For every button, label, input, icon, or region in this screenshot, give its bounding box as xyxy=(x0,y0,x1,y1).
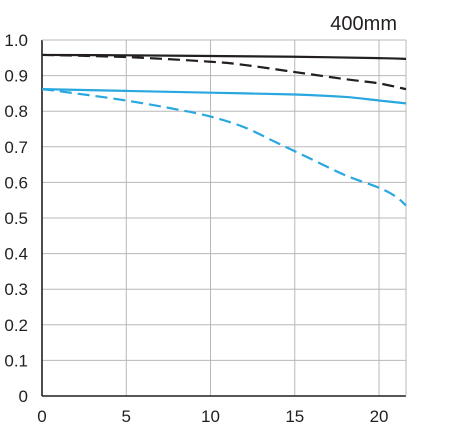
series-group xyxy=(41,53,407,207)
x-tick-label-2: 10 xyxy=(201,407,220,426)
y-tick-label-4: 0.4 xyxy=(4,245,28,264)
series-line-3 xyxy=(41,88,407,207)
y-tick-label-9: 0.9 xyxy=(4,67,28,86)
x-tick-label-4: 20 xyxy=(370,407,389,426)
x-tick-label-1: 5 xyxy=(122,407,131,426)
y-tick-label-8: 0.8 xyxy=(4,102,28,121)
tick-labels: 0 0.1 0.2 0.3 0.4 0.5 0.6 0.7 0.8 0.9 1.0 0 5 10 15 20 xyxy=(4,31,388,426)
y-tick-label-2: 0.2 xyxy=(4,316,28,335)
y-tick-label-3: 0.3 xyxy=(4,280,28,299)
y-tick-label-10: 1.0 xyxy=(4,31,28,50)
x-tick-label-3: 15 xyxy=(285,407,304,426)
series-line-0 xyxy=(41,53,407,60)
y-tick-label-7: 0.7 xyxy=(4,138,28,157)
chart-title: 400mm xyxy=(330,13,397,35)
y-tick-label-6: 0.6 xyxy=(4,173,28,192)
x-tick-label-0: 0 xyxy=(37,407,46,426)
series-line-1 xyxy=(41,53,407,91)
y-tick-label-0: 0 xyxy=(19,387,28,406)
series-line-2 xyxy=(41,88,407,105)
y-tick-label-1: 0.1 xyxy=(4,351,28,370)
y-tick-label-5: 0.5 xyxy=(4,209,28,228)
grid xyxy=(41,39,407,397)
